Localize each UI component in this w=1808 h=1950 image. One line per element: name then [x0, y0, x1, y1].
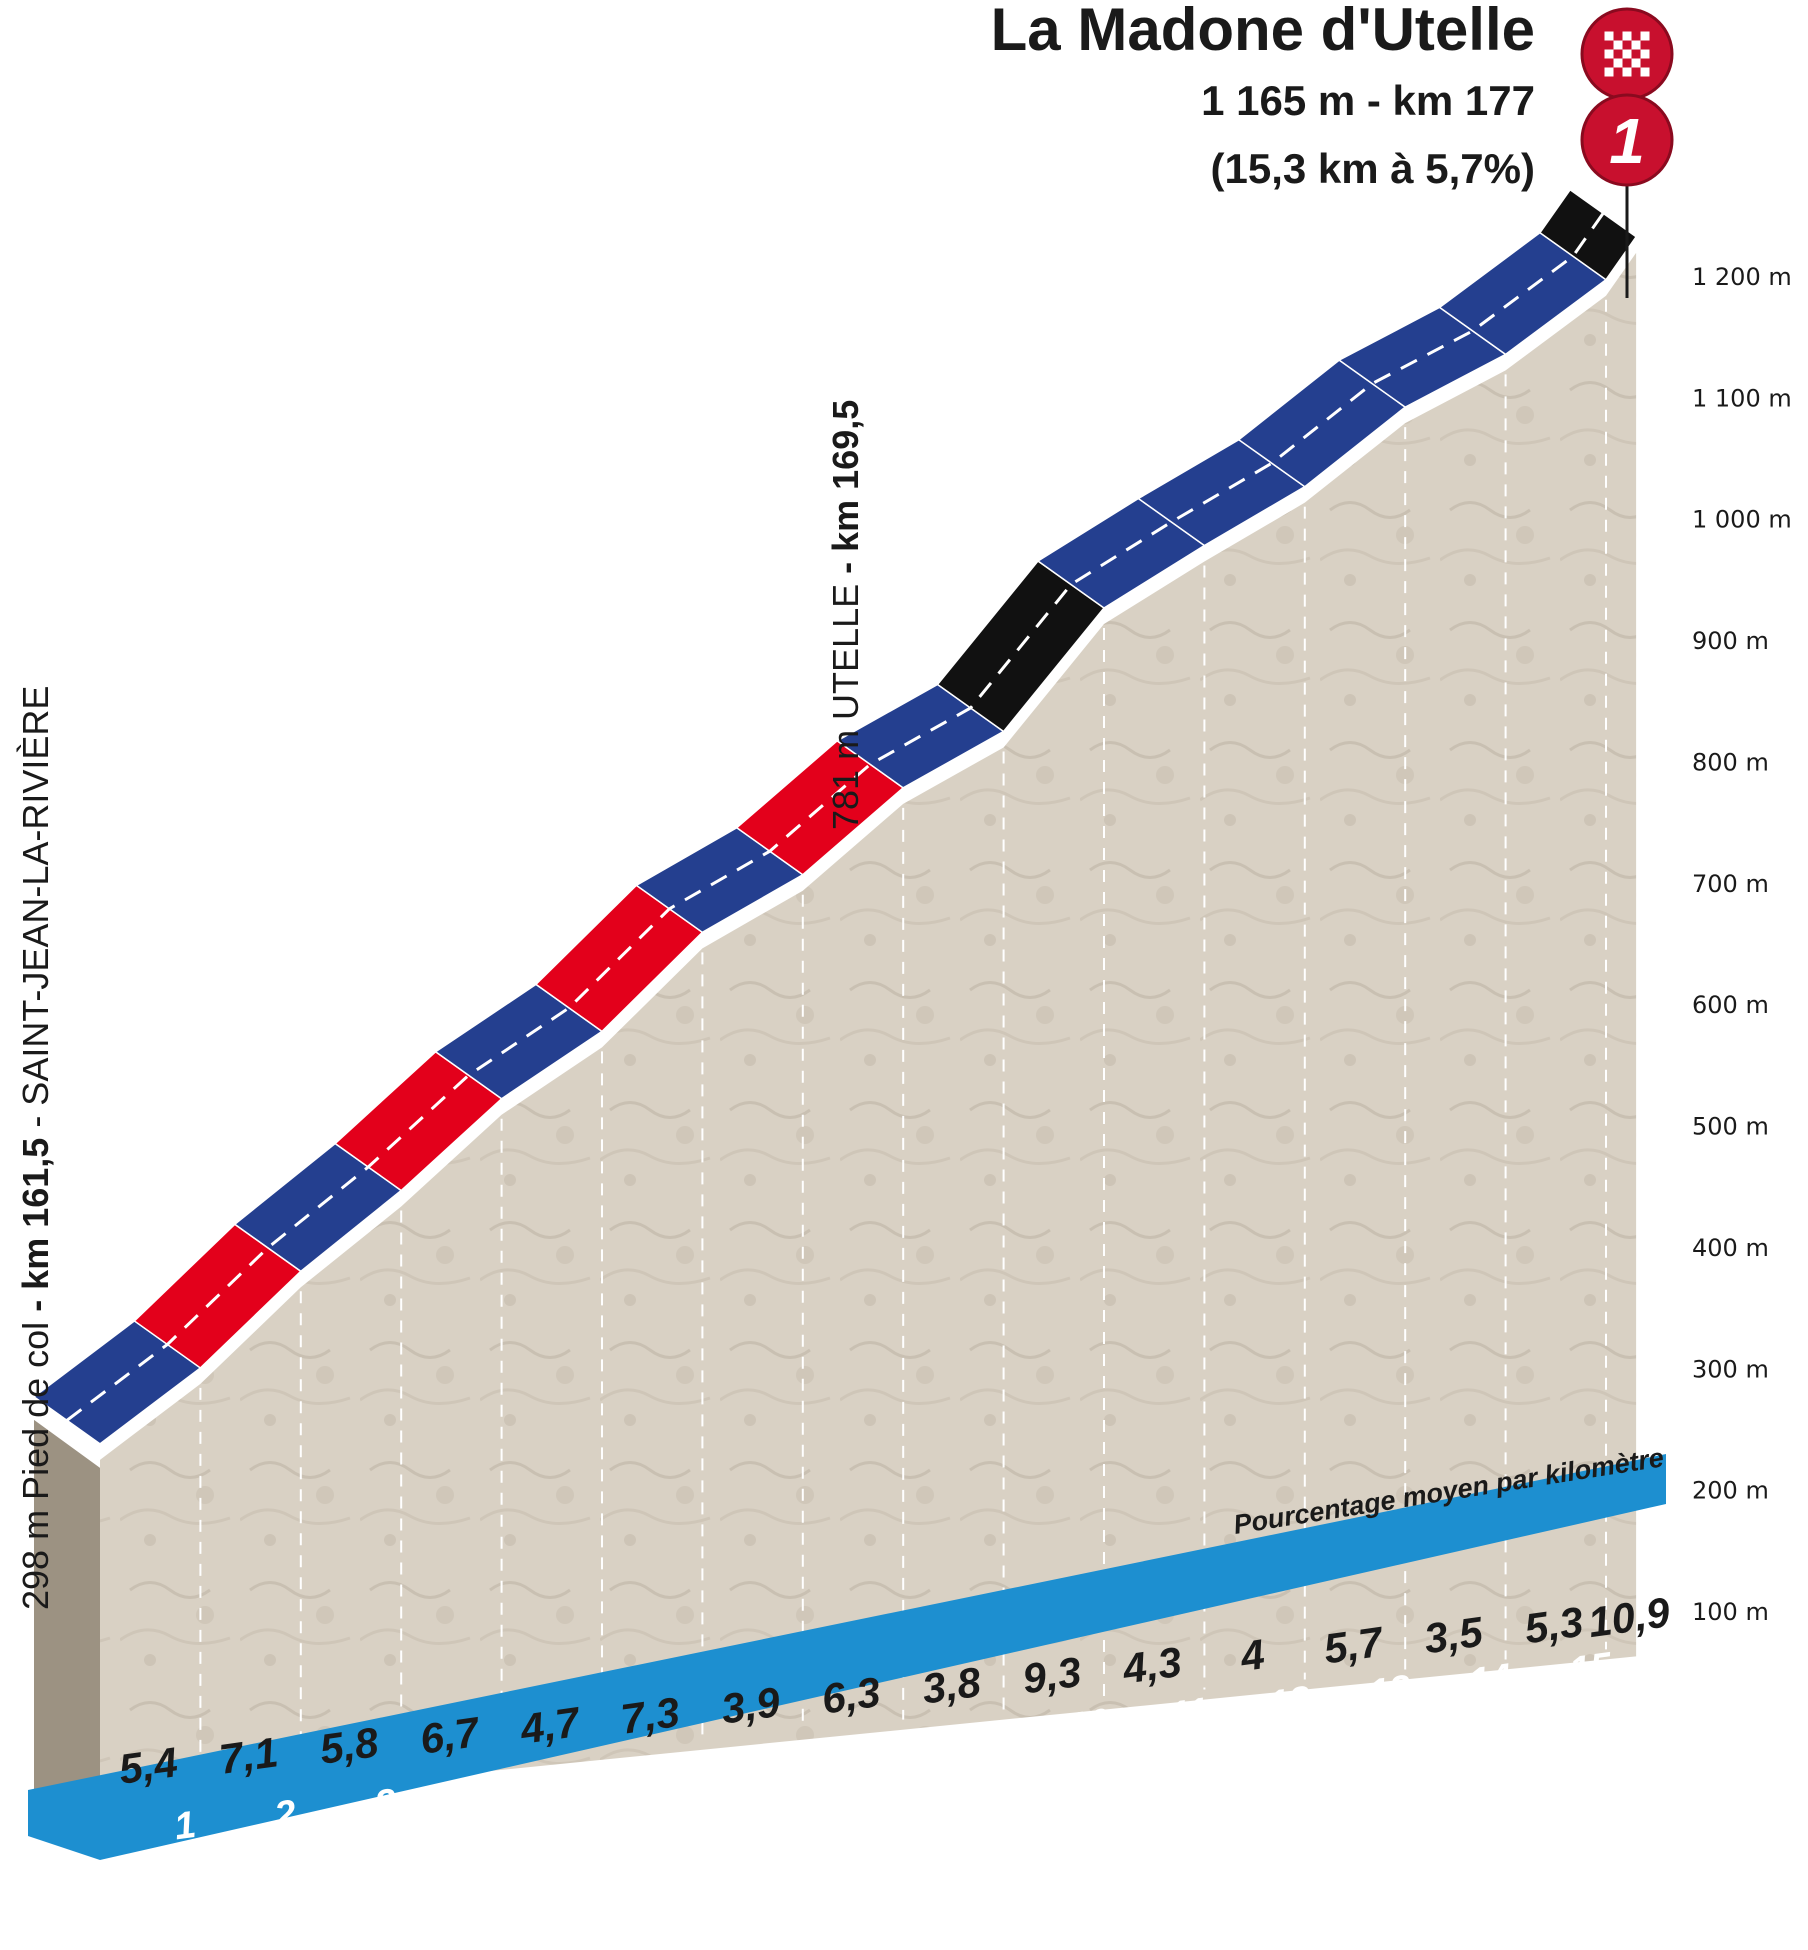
- altitude-tick-label: 1 100 m: [1692, 384, 1792, 412]
- percent-label: 9,3: [1020, 1648, 1084, 1703]
- altitude-tick-label: 400 m: [1692, 1234, 1769, 1262]
- checker-cell: [1622, 40, 1632, 50]
- summit-altitude-km: 1 165 m - km 177: [1201, 77, 1535, 124]
- checker-cell: [1622, 58, 1632, 68]
- road-centerline: [66, 212, 1605, 1422]
- percent-label: 3,8: [919, 1658, 984, 1713]
- km-marker-label: 8: [874, 1725, 902, 1770]
- percent-label: 5,8: [317, 1718, 382, 1773]
- category-number: 1: [1609, 105, 1645, 177]
- mid-label-prefix: 781 m UTELLE: [825, 584, 866, 830]
- start-label-separator: -: [15, 1290, 56, 1322]
- climb-name: La Madone d'Utelle: [991, 0, 1535, 63]
- checker-cell: [1640, 31, 1650, 41]
- start-label-prefix: 298 m Pied de col: [15, 1322, 56, 1610]
- road-profile: [32, 188, 1638, 1445]
- checker-cell: [1604, 31, 1614, 41]
- checker-cell: [1631, 49, 1641, 59]
- checker-cell: [1622, 67, 1632, 77]
- terrain-body: [28, 252, 1666, 1860]
- start-label-separator-2: -: [15, 1106, 56, 1138]
- side-wall: [34, 1419, 100, 1852]
- km-marker-label: 11: [1167, 1690, 1212, 1737]
- percent-label: 5,3: [1522, 1598, 1586, 1653]
- checker-cell: [1640, 58, 1650, 68]
- grid-line: [93, 271, 1661, 432]
- start-label-place: SAINT-JEAN-LA-RIVIÈRE: [15, 686, 56, 1106]
- finish-flag-icon: [1580, 7, 1674, 101]
- percent-label: 5,4: [116, 1738, 180, 1793]
- altitude-tick-label: 600 m: [1692, 991, 1769, 1019]
- start-label: 298 m Pied de col - km 161,5 - SAINT-JEA…: [15, 686, 56, 1610]
- grid-line: [93, 150, 1661, 310]
- percentage-labels: 5,4 7,1 5,8 6,7 4,7 7,3 3,9 6,3 3,8 9,3 4,3 4 5,7 3,5…: [116, 1588, 1673, 1793]
- km-marker-label: 10: [1065, 1701, 1113, 1748]
- km-marker-label: 14: [1466, 1656, 1514, 1703]
- percent-label: 7,3: [618, 1688, 682, 1743]
- mid-label-separator: -: [825, 552, 866, 584]
- altitude-tick-label: 1 200 m: [1692, 263, 1792, 291]
- checker-cell: [1640, 40, 1650, 50]
- checker-cell: [1613, 49, 1623, 59]
- altitude-tick-label: 1 000 m: [1692, 506, 1792, 534]
- category-badge-icon: 1: [1580, 93, 1674, 187]
- km-marker-label: 7: [774, 1736, 803, 1781]
- grid-line: [93, 393, 1661, 553]
- km-marker-label: 12: [1266, 1679, 1314, 1726]
- checker-cell: [1604, 58, 1614, 68]
- start-label-km: km 161,5: [15, 1138, 56, 1290]
- km-marker-label: 13: [1366, 1668, 1414, 1715]
- checker-cell: [1604, 40, 1614, 50]
- climb-summary: (15,3 km à 5,7%): [1210, 145, 1535, 192]
- km-marker-label: 6: [674, 1748, 702, 1793]
- percent-label: 10,9: [1585, 1588, 1673, 1646]
- altitude-tick-label: 500 m: [1692, 1113, 1769, 1141]
- km-marker-label: 15: [1567, 1645, 1616, 1693]
- km-markers: 1 2 3 4 5 6 7 8 9 10 11 12 13 14 15: [172, 1645, 1616, 1848]
- checker-cell: [1640, 49, 1650, 59]
- checker-cell: [1613, 31, 1623, 41]
- checker-cell: [1631, 58, 1641, 68]
- mid-label: 781 m UTELLE - km 169,5: [825, 400, 866, 830]
- km-marker-label: 4: [472, 1770, 500, 1815]
- altitude-tick-label: 700 m: [1692, 870, 1769, 898]
- checker-cell: [1631, 67, 1641, 77]
- percent-label: 6,7: [417, 1708, 483, 1763]
- km-band: [28, 1454, 1666, 1860]
- checker-cell: [1622, 31, 1632, 41]
- checker-cell: [1631, 31, 1641, 41]
- percent-label: 5,7: [1321, 1618, 1387, 1673]
- km-marker-label: 5: [573, 1759, 601, 1804]
- percent-label: 7,1: [216, 1728, 280, 1783]
- altitude-tick-label: 800 m: [1692, 748, 1769, 776]
- checker-cell: [1613, 67, 1623, 77]
- altitude-tick-label: 900 m: [1692, 627, 1769, 655]
- percent-label: 6,3: [819, 1668, 883, 1723]
- checker-cell: [1622, 49, 1632, 59]
- checker-cell: [1613, 58, 1623, 68]
- altitude-tick-label: 200 m: [1692, 1477, 1769, 1505]
- percent-label: 3,5: [1421, 1608, 1486, 1663]
- mid-label-km: km 169,5: [825, 400, 866, 552]
- percent-label: 3,9: [718, 1678, 783, 1733]
- altitude-axis: 100 m 200 m 300 m 400 m 500 m 600 m 700 m 800 m…: [1692, 263, 1792, 1626]
- checker-cell: [1640, 67, 1650, 77]
- terrain-face: [100, 252, 1637, 1811]
- km-marker-label: 9: [975, 1714, 1002, 1759]
- checker-cell: [1613, 40, 1623, 50]
- altitude-tick-label: 100 m: [1692, 1598, 1769, 1626]
- checker-cell: [1631, 40, 1641, 50]
- checker-cell: [1604, 49, 1614, 59]
- percent-label: 4,3: [1119, 1638, 1184, 1693]
- percent-label: 4,7: [517, 1698, 584, 1753]
- checker-cell: [1604, 67, 1614, 77]
- altitude-tick-label: 300 m: [1692, 1355, 1769, 1383]
